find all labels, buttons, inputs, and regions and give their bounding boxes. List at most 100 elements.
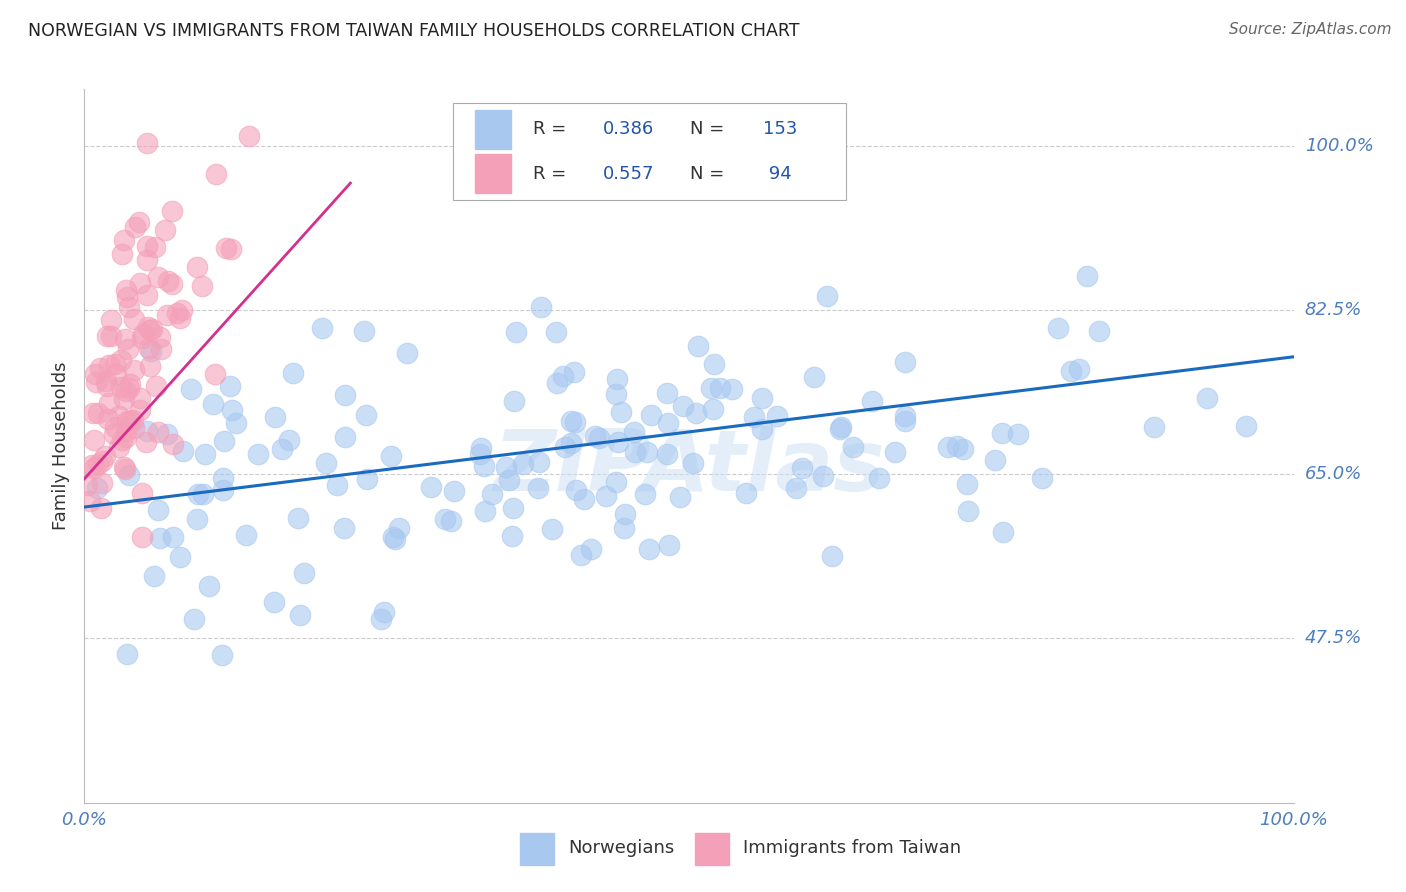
Point xyxy=(145,379,167,393)
Point xyxy=(333,430,356,444)
Point xyxy=(76,478,98,492)
Point xyxy=(110,352,132,367)
Point xyxy=(120,376,142,391)
Point xyxy=(91,453,114,467)
Point xyxy=(205,167,228,181)
Point xyxy=(751,422,773,436)
Point xyxy=(720,383,742,397)
Point xyxy=(186,512,208,526)
Point xyxy=(183,612,205,626)
Text: R =: R = xyxy=(533,120,572,138)
Point xyxy=(553,369,575,384)
Point xyxy=(315,456,337,470)
Text: N =: N = xyxy=(690,120,730,138)
Point xyxy=(734,486,756,500)
Point xyxy=(607,434,630,449)
Point xyxy=(655,447,678,461)
Point xyxy=(170,302,193,317)
Point xyxy=(118,413,141,427)
Text: N =: N = xyxy=(690,165,730,183)
Point xyxy=(166,306,188,320)
Point xyxy=(204,367,226,381)
Point xyxy=(139,359,162,374)
FancyBboxPatch shape xyxy=(695,833,728,865)
Point xyxy=(111,433,134,447)
Point xyxy=(613,521,636,535)
Point xyxy=(709,381,731,395)
Point xyxy=(263,595,285,609)
Point xyxy=(225,417,247,431)
Point xyxy=(141,344,163,359)
Point xyxy=(148,425,170,440)
Point xyxy=(688,339,710,353)
Point xyxy=(1088,324,1111,338)
Point xyxy=(657,386,679,401)
Point xyxy=(636,445,658,459)
Y-axis label: Family Households: Family Households xyxy=(52,362,70,530)
Point xyxy=(353,324,375,338)
Point xyxy=(138,342,160,356)
Point xyxy=(96,378,118,392)
Text: 65.0%: 65.0% xyxy=(1305,465,1362,483)
Point xyxy=(440,514,463,528)
Point xyxy=(595,490,617,504)
Text: 47.5%: 47.5% xyxy=(1305,630,1362,648)
Point xyxy=(263,410,285,425)
Point xyxy=(160,204,183,219)
Point xyxy=(373,605,395,619)
Point xyxy=(153,223,176,237)
Point xyxy=(122,363,145,377)
Point xyxy=(84,375,107,389)
Point xyxy=(160,277,183,291)
Text: 0.386: 0.386 xyxy=(603,120,654,138)
Point xyxy=(148,503,170,517)
FancyBboxPatch shape xyxy=(453,103,846,200)
Point xyxy=(894,409,917,423)
Point xyxy=(634,487,657,501)
Point xyxy=(98,358,121,372)
Point xyxy=(868,471,890,485)
Point xyxy=(530,300,553,314)
Point xyxy=(541,522,564,536)
Point xyxy=(118,468,141,483)
Point xyxy=(828,422,851,436)
Point xyxy=(122,421,145,435)
Point xyxy=(333,521,356,535)
Point xyxy=(112,233,135,247)
Point xyxy=(742,410,765,425)
Point xyxy=(83,367,105,381)
Point xyxy=(952,442,974,457)
Point xyxy=(884,444,907,458)
Point xyxy=(702,401,724,416)
Point xyxy=(100,329,122,343)
Point xyxy=(1047,320,1070,334)
Text: 153: 153 xyxy=(762,120,797,138)
Point xyxy=(544,325,567,339)
Point xyxy=(124,311,146,326)
Point xyxy=(700,381,723,395)
Point xyxy=(114,332,136,346)
Point xyxy=(290,608,312,623)
Point xyxy=(512,457,534,471)
Point xyxy=(135,288,157,302)
Point xyxy=(388,521,411,535)
Point xyxy=(115,424,138,438)
Point xyxy=(830,420,852,434)
Point xyxy=(588,431,610,445)
Point xyxy=(569,548,592,562)
Point xyxy=(894,414,917,428)
Point xyxy=(991,524,1014,539)
Text: R =: R = xyxy=(533,165,572,183)
Point xyxy=(162,530,184,544)
Point xyxy=(162,437,184,451)
Point xyxy=(212,483,235,497)
Point xyxy=(149,330,172,344)
Point xyxy=(94,449,117,463)
Point xyxy=(131,331,153,345)
Point xyxy=(128,391,150,405)
Point xyxy=(811,469,834,483)
Point xyxy=(115,284,138,298)
Point xyxy=(83,434,105,448)
Point xyxy=(1067,362,1090,376)
Text: 94: 94 xyxy=(762,165,792,183)
